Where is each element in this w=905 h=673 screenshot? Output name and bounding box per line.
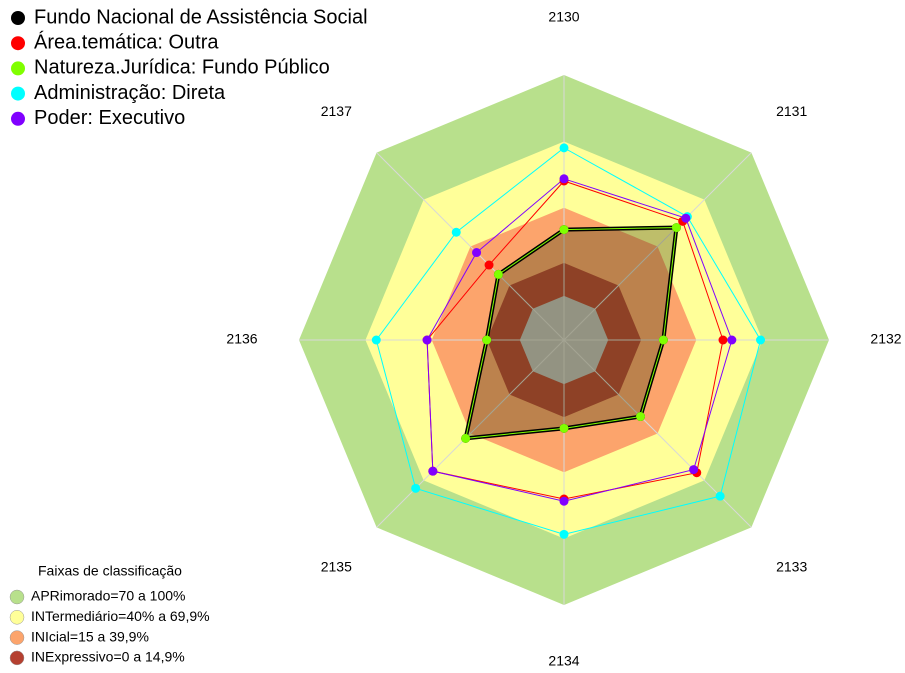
series-marker: [422, 335, 432, 345]
spoke: [563, 152, 752, 341]
legend-label: Administração: Direta: [34, 82, 226, 104]
axis-label: 2132: [870, 331, 901, 347]
series-marker: [411, 483, 421, 493]
spoke: [376, 339, 565, 528]
series-marker: [671, 223, 681, 233]
band-legend-marker: [9, 610, 25, 625]
series-marker: [371, 335, 381, 345]
spoke: [376, 152, 565, 341]
legend-label: Poder: Executivo: [34, 107, 185, 129]
axis-label: 2130: [548, 9, 579, 25]
legend-marker: [11, 36, 25, 51]
series-marker: [559, 225, 569, 235]
band-legend-marker: [9, 650, 25, 666]
legend-label: Natureza.Jurídica: Fundo Público: [34, 57, 330, 79]
series-marker: [461, 433, 471, 443]
band-legend-marker: [9, 630, 25, 645]
series-marker: [727, 335, 737, 345]
axis-label: 2137: [321, 103, 352, 119]
series-marker: [559, 174, 569, 184]
series-marker: [756, 335, 766, 345]
band-legend-label: INTermediário=40% a 69,9%: [31, 608, 210, 624]
legend-label: Área.temática: Outra: [34, 30, 219, 53]
band-legend-title: Faixas de classificação: [38, 563, 182, 579]
series-marker: [482, 335, 492, 345]
series-marker: [559, 529, 569, 539]
legend-marker: [11, 86, 25, 101]
band-legend-label: APRimorado=70 a 100%: [31, 588, 186, 604]
legend-marker: [11, 61, 25, 76]
axis-label: 2131: [776, 103, 807, 119]
series-marker: [715, 491, 725, 501]
series-marker: [559, 496, 569, 506]
series-marker: [428, 466, 438, 476]
series-marker: [493, 269, 503, 279]
axis-label: 2135: [321, 558, 352, 574]
series-marker: [559, 423, 569, 433]
legend-marker: [11, 111, 25, 126]
series-marker: [472, 248, 482, 258]
series-marker: [484, 260, 494, 270]
series-marker: [636, 412, 646, 422]
band-legend-label: INExpressivo=0 a 14,9%: [31, 649, 185, 665]
band-legend-label: INIcial=15 a 39,9%: [31, 628, 149, 644]
axis-label: 2134: [548, 653, 579, 669]
axis-label: 2136: [226, 331, 257, 347]
series-marker: [451, 227, 461, 237]
axis-label: 2133: [776, 558, 807, 574]
series-marker: [689, 465, 699, 475]
legend-marker: [11, 11, 25, 25]
series-marker: [718, 335, 728, 345]
series-marker: [559, 143, 569, 153]
series-marker: [681, 213, 691, 223]
legend-label: Fundo Nacional de Assistência Social: [34, 6, 368, 28]
band-legend-marker: [9, 589, 25, 605]
series-marker: [658, 335, 668, 345]
